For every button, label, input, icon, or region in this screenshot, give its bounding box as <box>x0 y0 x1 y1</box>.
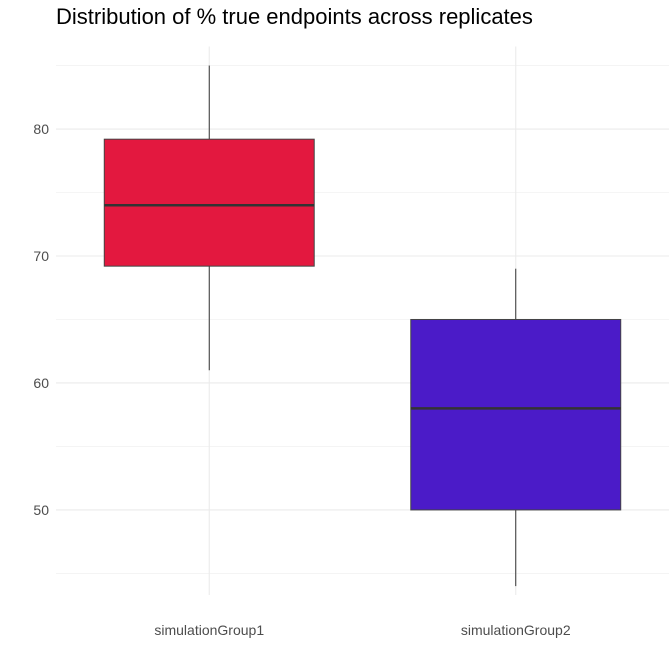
box-simulationGroup2 <box>410 318 622 511</box>
y-tick-label: 60 <box>33 375 49 391</box>
box-simulationGroup1 <box>103 138 315 267</box>
x-tick-label: simulationGroup2 <box>461 622 571 638</box>
x-tick-label: simulationGroup1 <box>154 622 264 638</box>
y-tick-label: 70 <box>33 248 49 264</box>
chart-title: Distribution of % true endpoints across … <box>56 4 533 29</box>
y-tick-label: 80 <box>33 121 49 137</box>
y-tick-label: 50 <box>33 502 49 518</box>
